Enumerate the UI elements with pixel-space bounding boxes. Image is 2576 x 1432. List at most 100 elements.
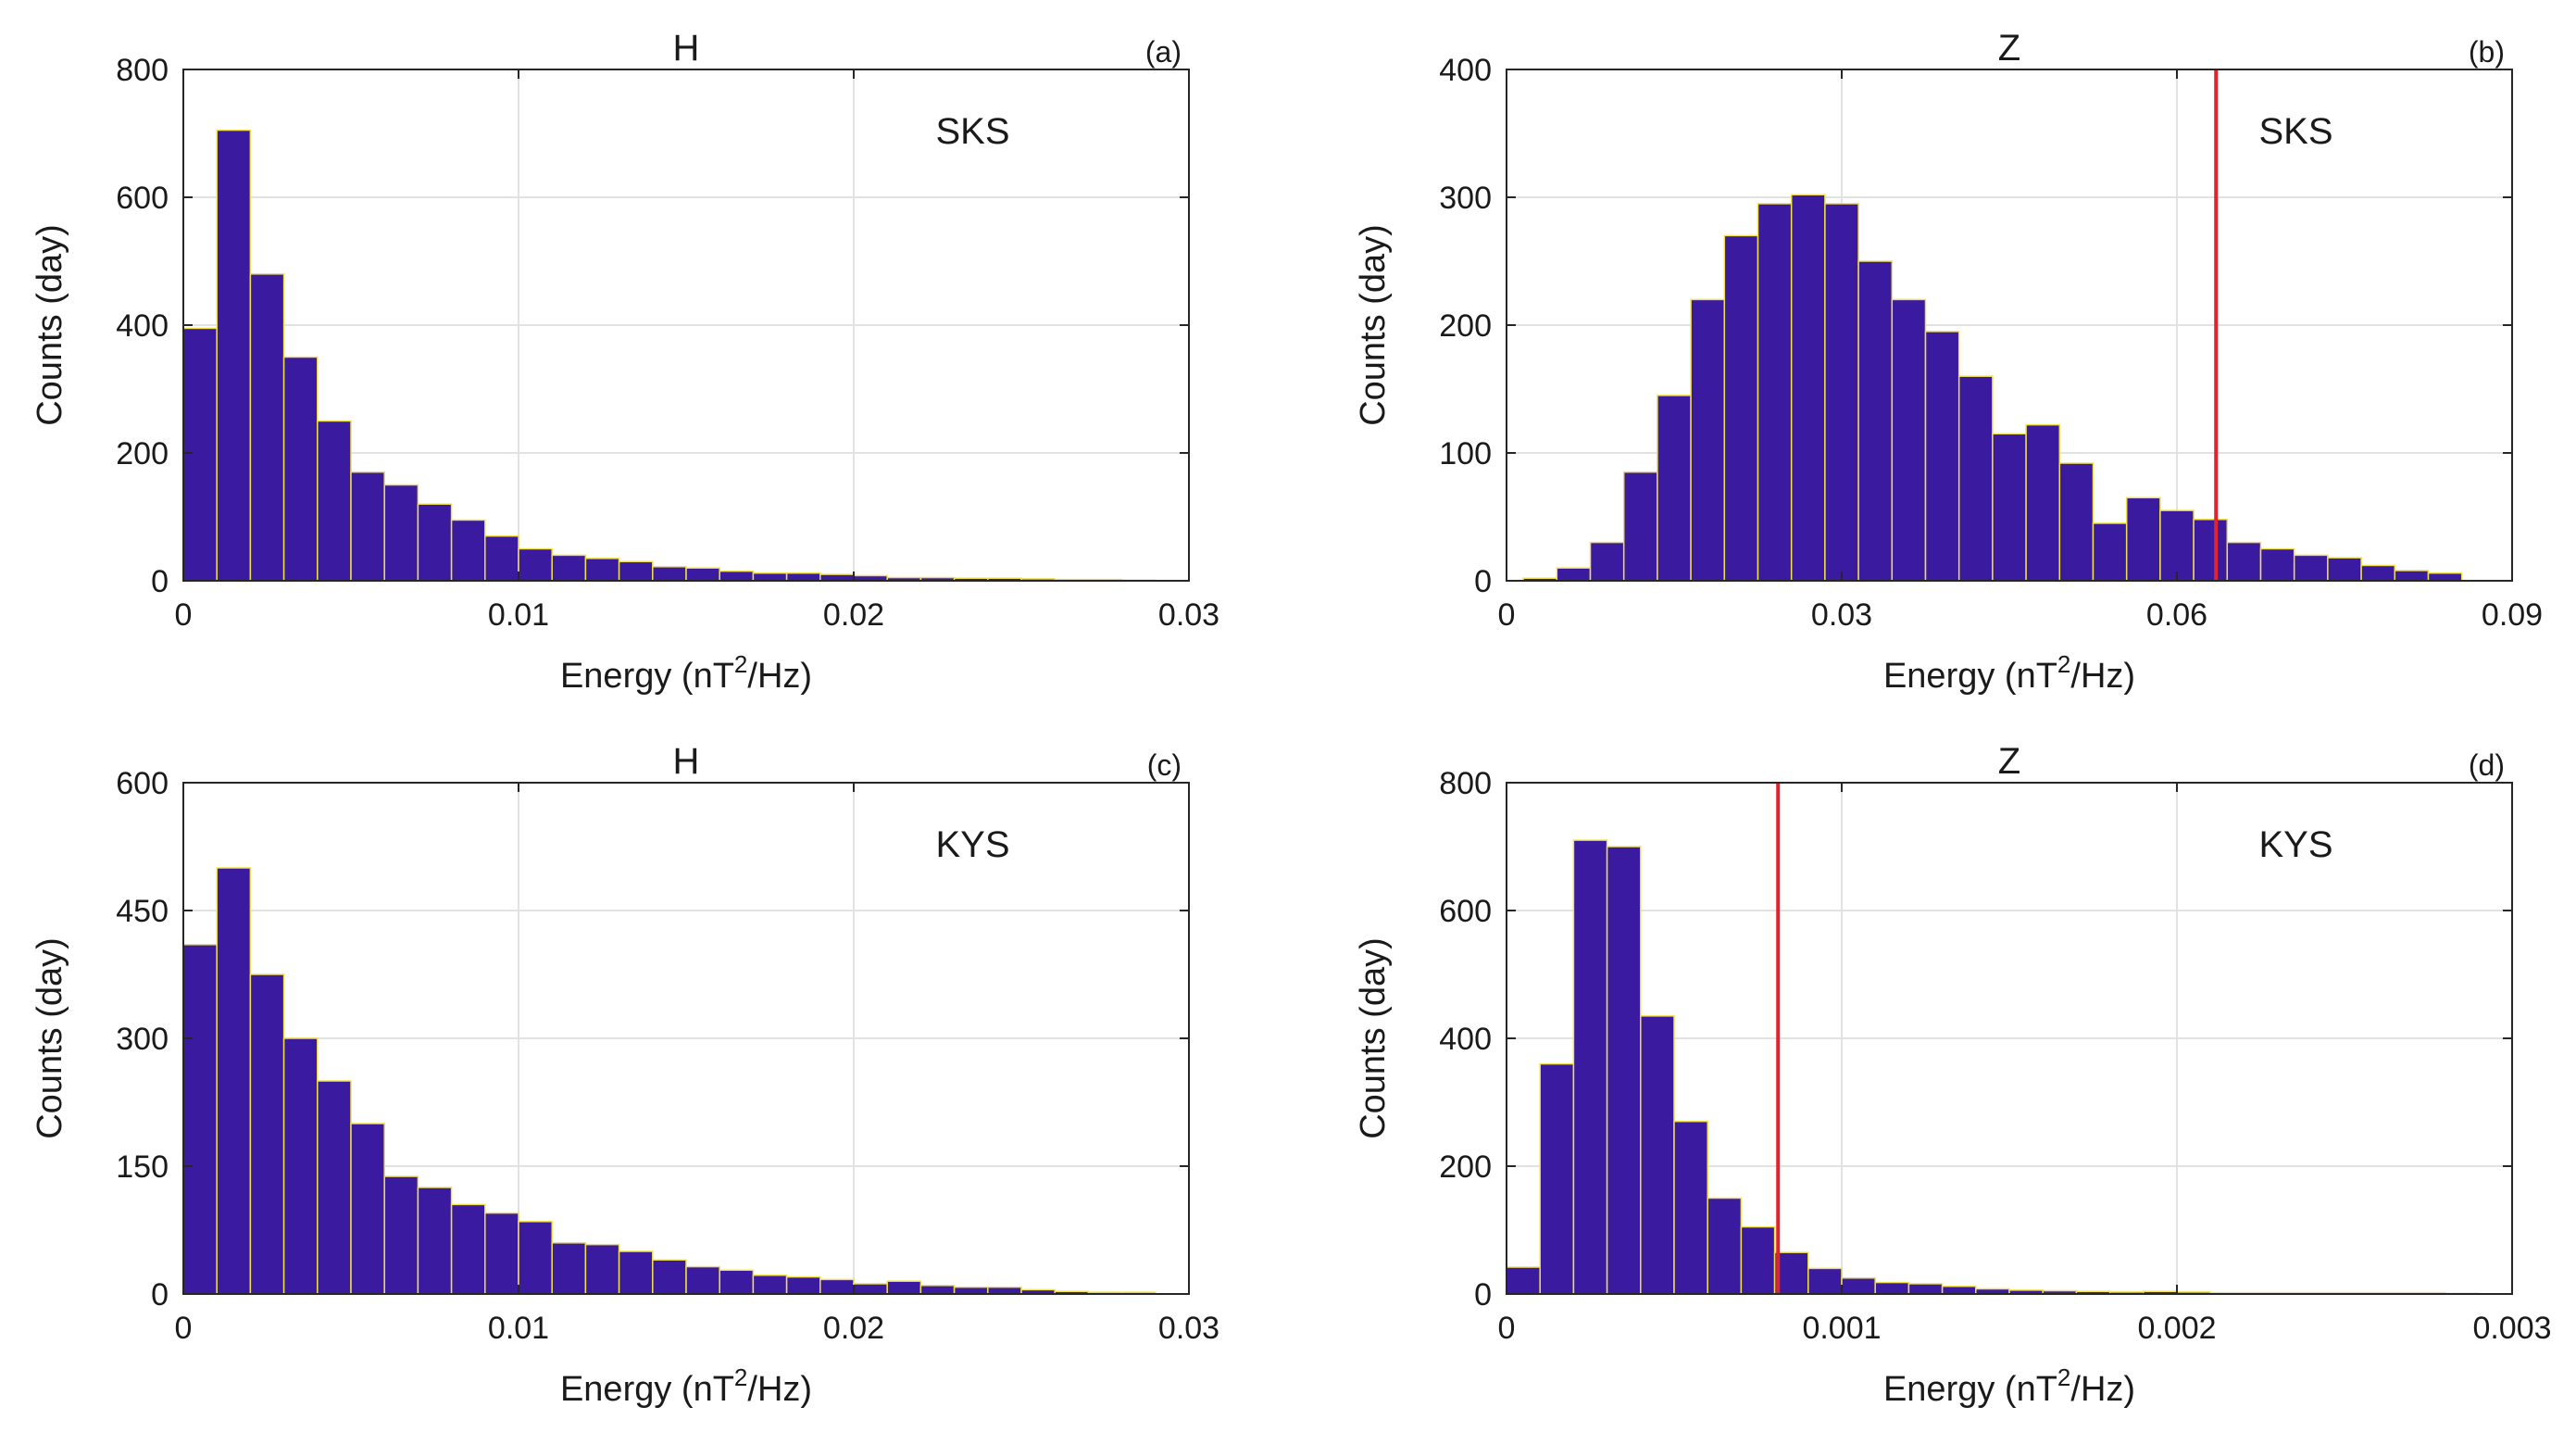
y-tick-label: 800 — [1439, 766, 1492, 801]
histogram-bar — [618, 560, 654, 582]
histogram-bar — [1807, 1267, 1843, 1295]
x-tick-label: 0 — [1498, 597, 1516, 633]
histogram-bar — [1506, 1266, 1541, 1295]
histogram-bar — [317, 420, 352, 582]
x-axis-label: Energy (nT2/Hz) — [560, 1363, 812, 1409]
x-axis-label-superscript: 2 — [734, 1363, 747, 1391]
station-label: KYS — [2258, 824, 2332, 865]
x-axis-label-tail: /Hz) — [747, 1370, 812, 1409]
x-axis-label-tail: /Hz) — [2070, 1370, 2135, 1409]
histogram-bar — [182, 327, 218, 582]
histogram-bar — [1874, 1281, 1910, 1295]
y-axis-label: Counts (day) — [31, 224, 69, 426]
histogram-bar — [719, 1269, 755, 1295]
histogram-bar — [350, 1123, 385, 1295]
y-tick-label: 200 — [1439, 308, 1492, 344]
histogram-bar — [417, 503, 453, 582]
panel-label: (a) — [1145, 35, 1182, 69]
panel-label: (c) — [1147, 748, 1182, 782]
histogram-bar — [2327, 557, 2362, 582]
panel-label: (b) — [2469, 35, 2505, 69]
x-tick-label: 0.06 — [2146, 597, 2207, 633]
histogram-bar — [2293, 554, 2329, 582]
histogram-bar — [1556, 567, 1592, 582]
histogram-bar — [685, 567, 720, 582]
x-tick-label: 0.01 — [488, 597, 549, 633]
histogram-bar — [1924, 331, 1960, 582]
y-tick-label: 400 — [116, 308, 169, 344]
station-label: SKS — [935, 111, 1009, 152]
x-tick-label: 0.03 — [1811, 597, 1872, 633]
histogram-bar — [216, 129, 252, 582]
histogram-bar — [752, 1275, 788, 1295]
histogram-bar — [350, 471, 385, 582]
y-tick-label: 600 — [116, 181, 169, 216]
x-tick-label: 0.03 — [1158, 1311, 1219, 1346]
histogram-bar — [2394, 570, 2430, 582]
histogram-bar — [785, 572, 821, 582]
chart-panel-b: 0 0.03 0.06 0.09 0 100 200 300 400 Z (b) SKS Energy … — [1354, 28, 2543, 696]
histogram-bar — [484, 1212, 519, 1295]
histogram-bar — [1539, 1062, 1575, 1295]
y-axis-label: Counts (day) — [1354, 224, 1393, 426]
histogram-bar — [2025, 423, 2061, 582]
y-tick-label: 450 — [116, 894, 169, 929]
x-tick-label: 0 — [175, 1311, 193, 1346]
y-axis-label: Counts (day) — [1354, 937, 1393, 1139]
histogram-bar — [282, 1037, 319, 1295]
histogram-bar — [249, 974, 285, 1295]
histogram-bar — [2427, 572, 2463, 582]
histogram-bar — [685, 1265, 720, 1295]
x-tick-label: 0.03 — [1158, 597, 1219, 633]
x-axis-label-superscript: 2 — [2057, 1363, 2070, 1391]
histogram-bar — [819, 1278, 855, 1295]
histogram-bar — [450, 1203, 486, 1295]
x-axis-label-text: Energy (nT — [1883, 1370, 2057, 1409]
histogram-bar — [249, 273, 285, 582]
histogram-bar — [1589, 541, 1625, 582]
histogram-bar — [886, 1280, 922, 1295]
histogram-bar — [1690, 298, 1726, 582]
station-label: SKS — [2258, 111, 2332, 152]
histogram-bar — [1723, 234, 1759, 582]
histogram-bar — [1707, 1197, 1743, 1295]
histogram-bar — [2193, 519, 2229, 582]
histogram-bar — [383, 484, 419, 582]
y-tick-label: 800 — [116, 53, 169, 88]
x-tick-label: 0.02 — [823, 1311, 884, 1346]
histogram-bar — [383, 1175, 419, 1295]
chart-title: H — [673, 28, 700, 69]
histogram-bar — [987, 1286, 1022, 1295]
x-axis-label: Energy (nT2/Hz) — [1883, 1363, 2135, 1409]
histogram-bar — [1824, 203, 1859, 582]
x-axis-label-tail: /Hz) — [2070, 657, 2135, 696]
histogram-bar — [2058, 462, 2095, 582]
chart-panel-c: 0 0.01 0.02 0.03 0 150 300 450 600 H (c) KYS Energy … — [31, 741, 1219, 1409]
histogram-bar — [1907, 1283, 1944, 1295]
x-tick-label: 0 — [175, 597, 193, 633]
histogram-bar — [1657, 395, 1692, 582]
histogram-bar — [819, 573, 855, 582]
chart-title: Z — [1998, 741, 2020, 782]
chart-panel-d: 0 0.001 0.002 0.003 0 200 400 600 800 Z (d) KYS Ener… — [1354, 741, 2552, 1409]
histogram-bar — [584, 558, 620, 582]
histogram-bar — [1673, 1120, 1708, 1295]
x-tick-label: 0.002 — [2137, 1311, 2216, 1346]
histogram-bar — [2125, 496, 2161, 582]
histogram-bar — [216, 867, 252, 1295]
x-axis-label-text: Energy (nT — [560, 657, 734, 696]
y-tick-label: 0 — [151, 564, 169, 599]
y-tick-label: 150 — [116, 1149, 169, 1185]
chart-title: Z — [1998, 28, 2020, 69]
histogram-bar — [1957, 375, 1994, 582]
y-tick-label: 400 — [1439, 1022, 1492, 1057]
x-tick-label: 0.01 — [488, 1311, 549, 1346]
histogram-bar — [1891, 298, 1927, 582]
histogram-bar — [785, 1275, 821, 1295]
histogram-bar — [518, 547, 553, 582]
x-tick-label: 0.001 — [1802, 1311, 1881, 1346]
x-tick-label: 0.02 — [823, 597, 884, 633]
x-tick-label: 0 — [1498, 1311, 1516, 1346]
histogram-bar — [652, 566, 687, 582]
histogram-bar — [551, 554, 587, 582]
